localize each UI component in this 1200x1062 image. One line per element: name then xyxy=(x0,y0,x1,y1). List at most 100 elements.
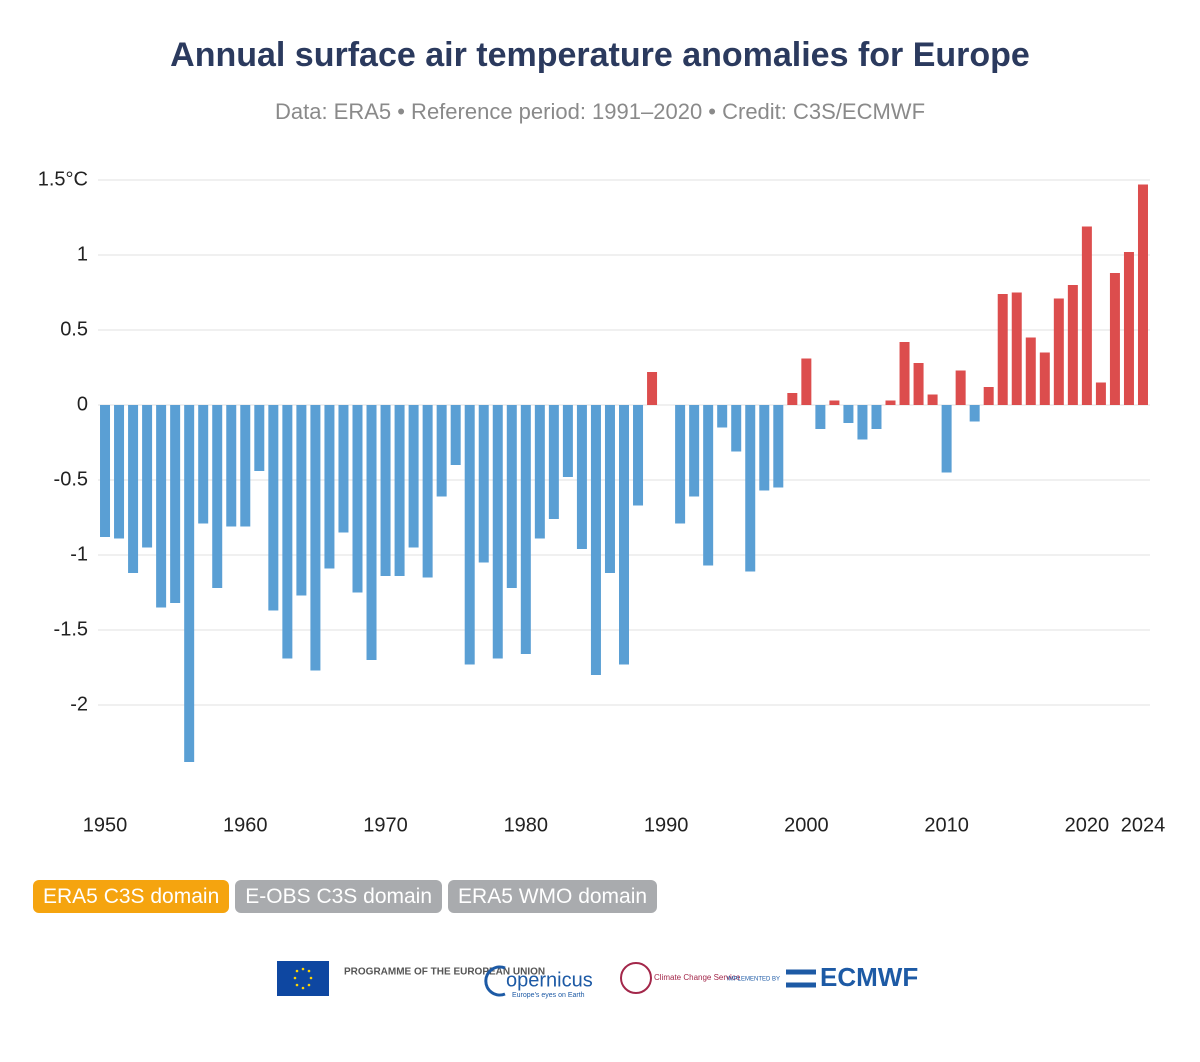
bar xyxy=(1123,252,1134,405)
eu-text: PROGRAMME OF THE EUROPEAN UNION xyxy=(344,967,545,978)
ecmwf-icon xyxy=(786,969,816,988)
bar xyxy=(240,405,251,527)
domain-tab[interactable]: ERA5 C3S domain xyxy=(33,880,230,913)
bar xyxy=(100,405,111,537)
bar xyxy=(703,405,714,566)
bar xyxy=(156,405,167,608)
bar xyxy=(436,405,447,497)
domain-tab[interactable]: E-OBS C3S domain xyxy=(235,880,443,913)
x-tick-label: 2024 xyxy=(1121,814,1166,836)
bar xyxy=(170,405,181,603)
bar xyxy=(184,405,195,762)
bar xyxy=(829,400,840,405)
bar xyxy=(969,405,980,422)
y-tick-label: 0 xyxy=(77,393,88,415)
bar xyxy=(1081,226,1092,405)
bar xyxy=(927,394,938,405)
x-tick-label: 2020 xyxy=(1065,814,1110,836)
bar xyxy=(871,405,882,429)
bar xyxy=(801,358,812,405)
bar xyxy=(997,294,1008,405)
bar xyxy=(114,405,125,539)
bar xyxy=(142,405,153,548)
bar xyxy=(296,405,307,596)
x-tick-label: 1980 xyxy=(504,814,549,836)
chart-title: Annual surface air temperature anomalies… xyxy=(170,36,1030,74)
bar xyxy=(1095,382,1106,405)
logo-bar: PROGRAMME OF THE EUROPEAN UNION opernicu… xyxy=(277,961,918,999)
bar xyxy=(338,405,349,533)
x-tick-label: 1950 xyxy=(83,814,128,836)
eu-flag xyxy=(277,961,329,996)
bar xyxy=(899,342,910,405)
bar xyxy=(394,405,405,576)
bar xyxy=(128,405,139,573)
bar xyxy=(1011,292,1022,405)
y-tick-label: -1 xyxy=(70,543,88,565)
bar xyxy=(689,405,700,497)
y-tick-label: -2 xyxy=(70,693,88,715)
y-tick-label: -0.5 xyxy=(54,468,88,490)
bar xyxy=(604,405,615,573)
y-tick-label: 1 xyxy=(77,243,88,265)
copernicus-tag: Europe's eyes on Earth xyxy=(512,992,585,999)
eu-stars xyxy=(293,967,313,990)
x-tick-label: 1960 xyxy=(223,814,268,836)
bar xyxy=(534,405,545,539)
bar xyxy=(590,405,601,675)
bar xyxy=(352,405,363,593)
ecmwf-text: ECMWF xyxy=(820,962,918,992)
bar xyxy=(212,405,223,588)
y-tick-label: 0.5 xyxy=(60,318,88,340)
bar xyxy=(380,405,391,576)
c3s-icon xyxy=(620,962,652,994)
bar xyxy=(282,405,293,659)
bar xyxy=(310,405,321,671)
bar xyxy=(492,405,503,659)
bar xyxy=(478,405,489,563)
y-tick-label: -1.5 xyxy=(54,618,88,640)
bar xyxy=(941,405,952,473)
bar xyxy=(787,393,798,405)
bar xyxy=(773,405,784,488)
domain-tab[interactable]: ERA5 WMO domain xyxy=(448,880,658,913)
x-tick-label: 2000 xyxy=(784,814,829,836)
bar xyxy=(1025,337,1036,405)
copernicus-c xyxy=(484,965,506,997)
copernicus-text: opernicus xyxy=(506,969,593,991)
bar xyxy=(717,405,728,428)
bar xyxy=(675,405,686,524)
bar xyxy=(464,405,475,665)
tab-bar: ERA5 C3S domain E-OBS C3S domain ERA5 WMO … xyxy=(33,880,658,913)
bar xyxy=(422,405,433,578)
bar xyxy=(731,405,742,452)
bar xyxy=(1137,184,1148,405)
bar xyxy=(226,405,237,527)
bar xyxy=(1109,273,1120,405)
bar xyxy=(955,370,966,405)
bar xyxy=(520,405,531,654)
x-tick-label: 2010 xyxy=(924,814,969,836)
bar xyxy=(576,405,587,549)
bar xyxy=(562,405,573,477)
bar xyxy=(759,405,770,491)
bar xyxy=(1039,352,1050,405)
bar xyxy=(366,405,377,660)
bar xyxy=(619,405,629,665)
chart-subtitle: Data: ERA5 • Reference period: 1991–2020… xyxy=(275,99,925,124)
bar xyxy=(647,372,658,405)
bar xyxy=(857,405,868,440)
bar xyxy=(815,405,826,429)
c3s-text: Climate Change Service xyxy=(654,973,741,982)
bar xyxy=(633,405,644,506)
bar xyxy=(885,400,896,405)
y-tick-label: 1.5°C xyxy=(38,168,88,190)
bar xyxy=(1053,298,1064,405)
x-tick-label: 1970 xyxy=(363,814,408,836)
bar xyxy=(506,405,517,588)
implemented-text: IMPLEMENTED BY xyxy=(727,977,780,983)
bar xyxy=(450,405,461,465)
x-tick-label: 1990 xyxy=(644,814,689,836)
chart: Annual surface air temperature anomalies… xyxy=(38,36,1166,836)
